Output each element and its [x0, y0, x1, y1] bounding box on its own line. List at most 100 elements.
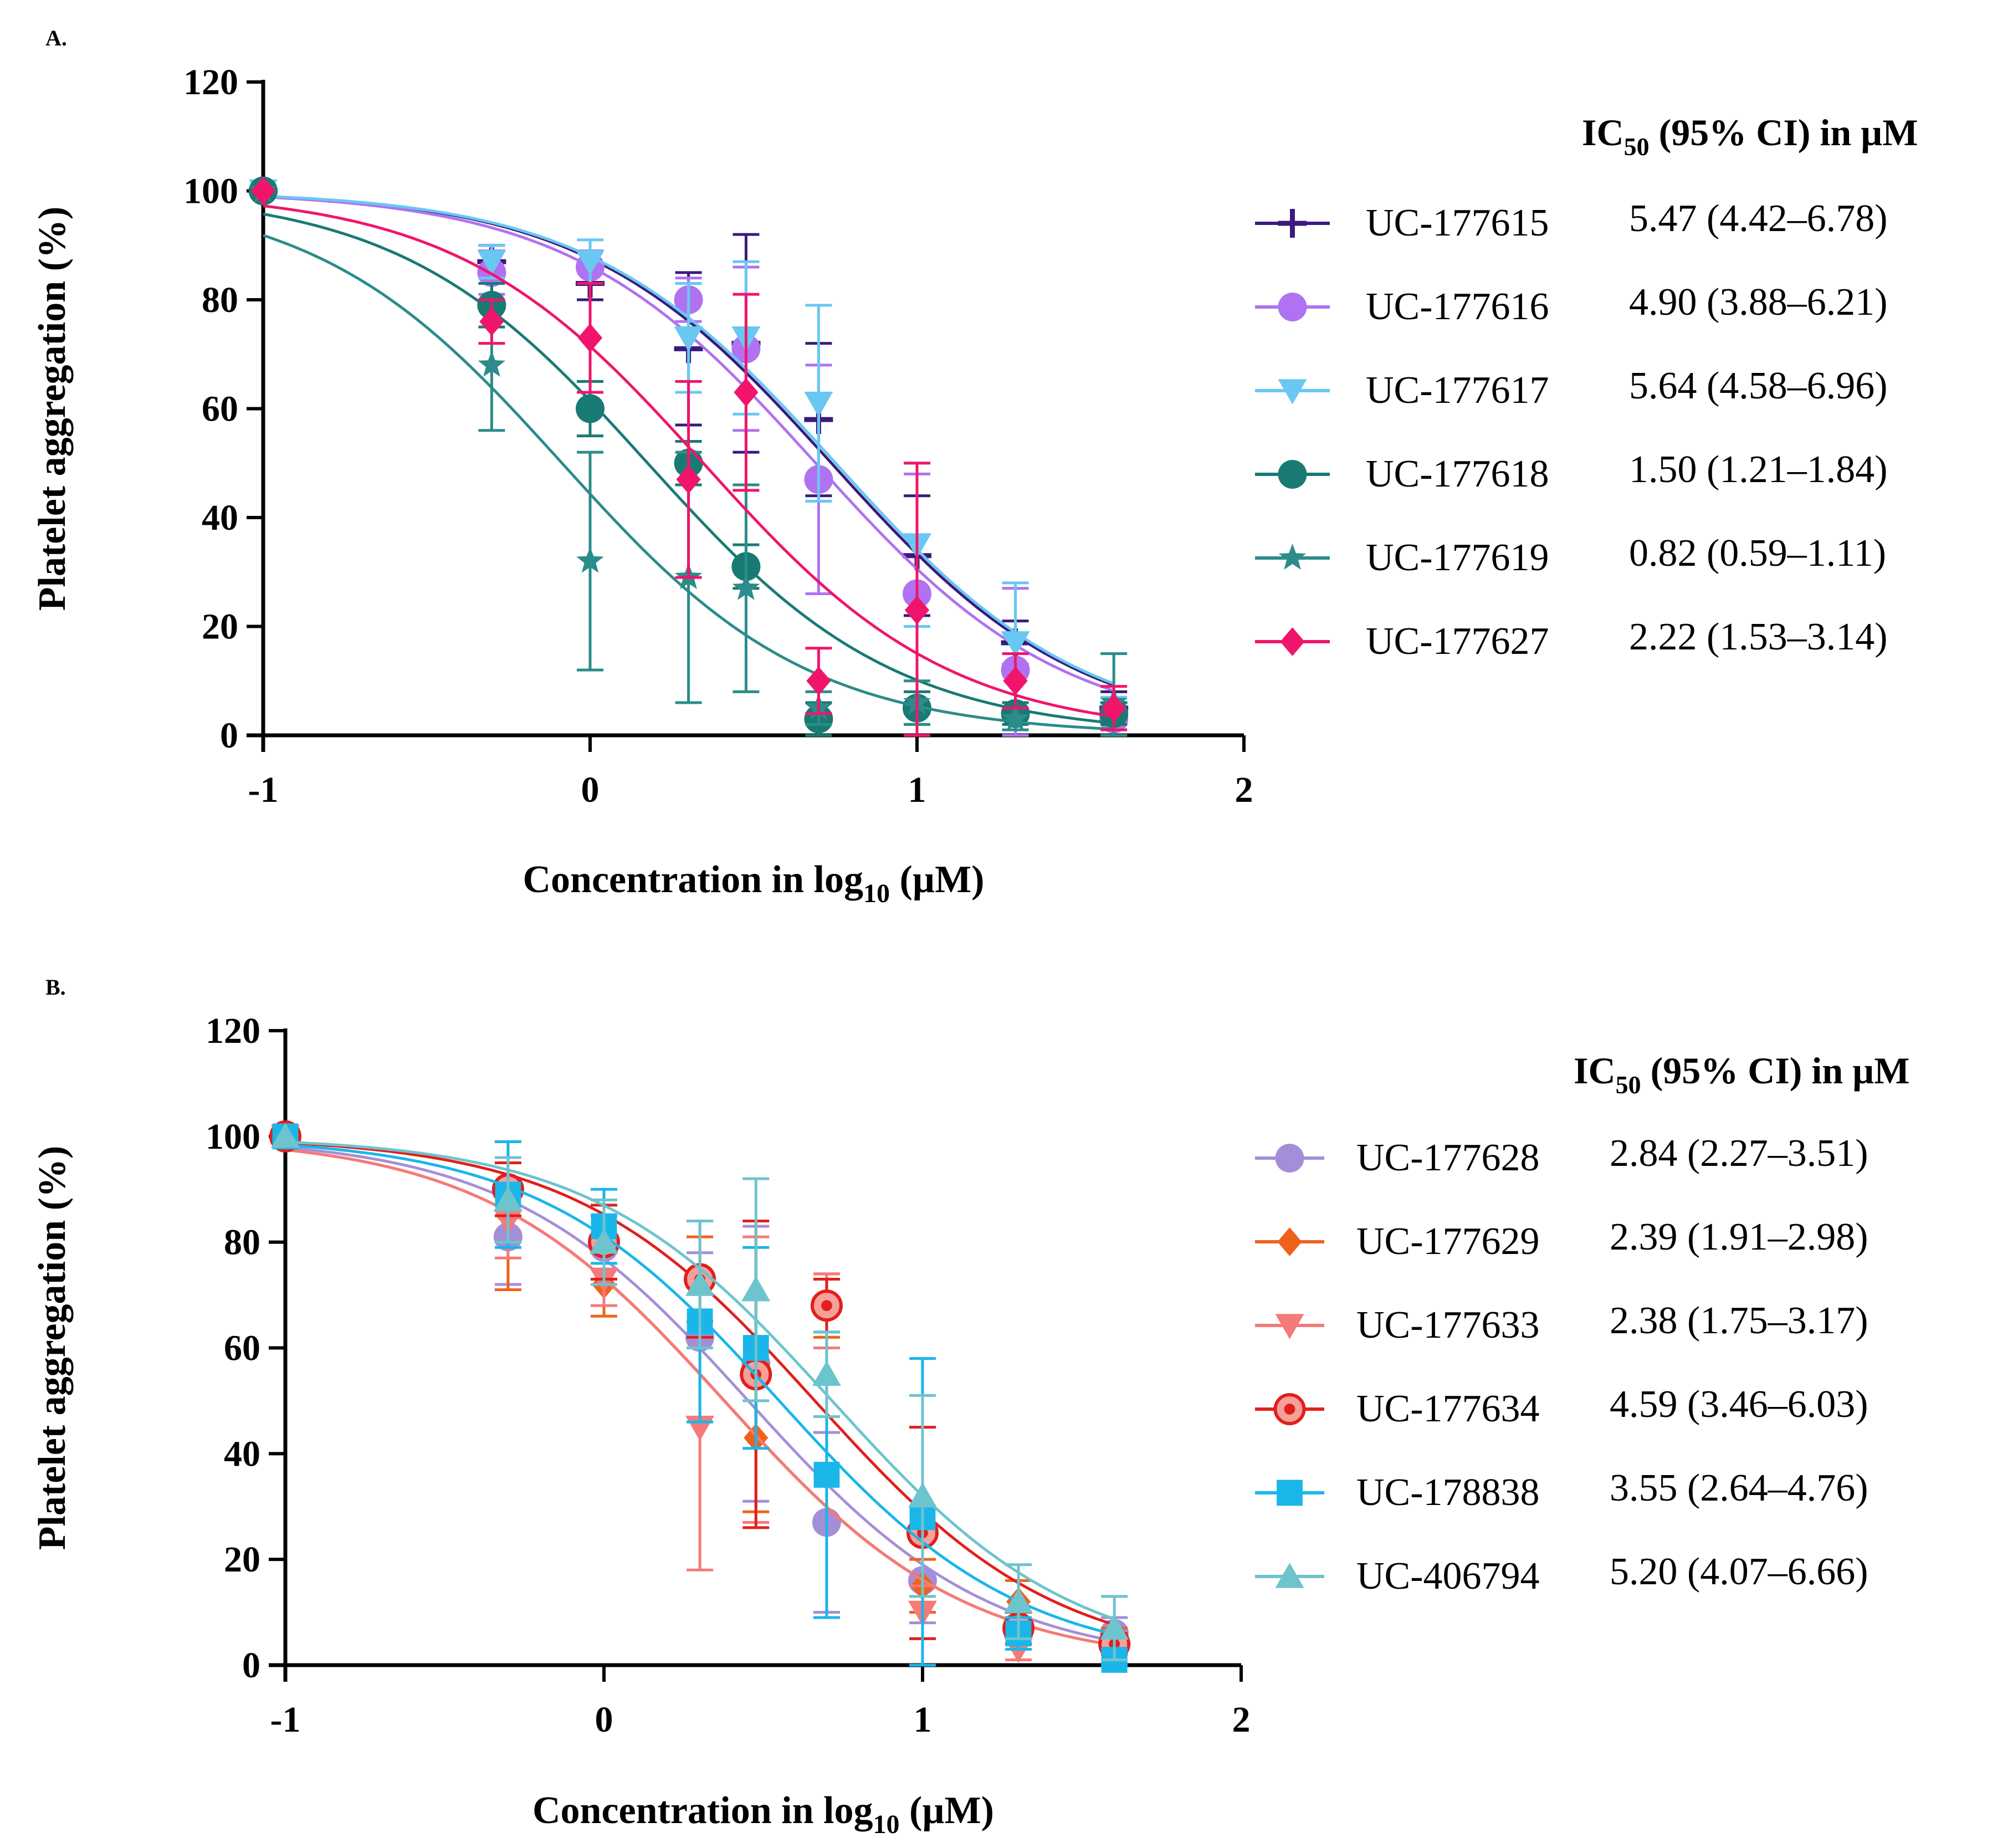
- data-point: [732, 574, 760, 600]
- legend-series-name: UC-177619: [1366, 536, 1549, 579]
- x-axis-title: Concentration in log10 (µM): [532, 1789, 994, 1839]
- data-point: [590, 1228, 618, 1254]
- y-tick-label: 60: [202, 389, 238, 429]
- data-point: [676, 465, 701, 494]
- x-tick-label: 0: [581, 770, 600, 810]
- data-point: [806, 666, 831, 695]
- panel-label: A.: [45, 25, 67, 50]
- legend-marker: [1280, 627, 1305, 656]
- x-tick-label: 1: [914, 1699, 932, 1740]
- legend-series-name: UC-177634: [1356, 1388, 1540, 1430]
- y-axis-title: Platelet aggregation (%): [31, 1146, 74, 1550]
- y-tick-label: 40: [224, 1434, 260, 1474]
- data-point: [734, 378, 759, 407]
- data-point: [1102, 693, 1126, 723]
- x-tick-label: 1: [908, 770, 926, 810]
- data-point: [812, 1360, 841, 1386]
- legend-series-name: UC-177629: [1356, 1220, 1540, 1263]
- data-point: [493, 1186, 523, 1212]
- legend-marker: [1277, 1480, 1303, 1506]
- y-tick-label: 0: [242, 1645, 260, 1686]
- data-point: [1100, 1614, 1129, 1640]
- x-tick-label: 0: [595, 1699, 613, 1740]
- legend-title: IC50 (95% CI) in µM: [1574, 1050, 1910, 1099]
- data-point: [1001, 704, 1029, 731]
- data-point: [478, 350, 506, 377]
- data-point: [804, 391, 833, 417]
- legend-ic50-value: 2.39 (1.91–2.98): [1610, 1216, 1868, 1258]
- data-point: [577, 323, 603, 352]
- x-axis-title: Concentration in log10 (µM): [523, 858, 985, 908]
- legend-series-name: UC-177633: [1356, 1304, 1540, 1347]
- legend-title: IC50 (95% CI) in µM: [1582, 111, 1918, 161]
- legend-series-name: UC-178838: [1356, 1471, 1540, 1514]
- series-UC-177627: UC-177627 2.22 (1.53–3.14): [250, 176, 1888, 737]
- legend-ic50-value: 2.84 (2.27–3.51): [1610, 1132, 1868, 1175]
- series-UC-177616: UC-177616 4.90 (3.88–6.21): [249, 176, 1888, 737]
- data-point: [250, 176, 276, 206]
- legend-marker: [1278, 293, 1307, 321]
- data-point: [576, 394, 605, 423]
- data-point: [685, 1271, 715, 1296]
- y-tick-label: 100: [206, 1117, 260, 1157]
- legend-ic50-value: 5.20 (4.07–6.66): [1610, 1550, 1868, 1593]
- legend-ic50-value: 5.64 (4.58–6.96): [1629, 365, 1888, 407]
- legend-ic50-value: 3.55 (2.64–4.76): [1610, 1467, 1868, 1509]
- legend-series-name: UC-177627: [1366, 620, 1549, 663]
- y-tick-label: 80: [224, 1222, 260, 1263]
- x-tick-label: 2: [1235, 770, 1253, 810]
- y-tick-label: 120: [183, 62, 238, 103]
- data-point: [674, 326, 703, 352]
- legend-series-name: UC-406794: [1356, 1555, 1540, 1598]
- y-tick-label: 40: [202, 498, 238, 538]
- legend-ic50-value: 5.47 (4.42–6.78): [1629, 197, 1888, 240]
- data-point: [904, 596, 930, 625]
- x-tick-label: 2: [1232, 1699, 1251, 1740]
- data-point-center: [821, 1300, 832, 1312]
- y-axis-title: Platelet aggregation (%): [31, 207, 74, 611]
- legend-marker-center: [1284, 1404, 1295, 1415]
- legend-marker: [1275, 1314, 1304, 1339]
- series-UC-406794: UC-406794 5.20 (4.07–6.66): [271, 1123, 1868, 1661]
- data-point: [1001, 631, 1030, 657]
- data-point: [1003, 666, 1028, 695]
- y-tick-label: 80: [202, 280, 238, 320]
- legend-marker: [1275, 1563, 1304, 1588]
- panel-label: B.: [45, 975, 66, 1000]
- data-point: [813, 1462, 840, 1488]
- legend-series-name: UC-177616: [1366, 285, 1549, 328]
- legend-ic50-value: 2.38 (1.75–3.17): [1610, 1299, 1868, 1342]
- y-tick-label: 0: [220, 715, 238, 756]
- legend-ic50-value: 2.22 (1.53–3.14): [1629, 616, 1888, 658]
- legend-marker: [1278, 460, 1307, 489]
- y-tick-label: 100: [183, 171, 238, 212]
- legend-marker: [1278, 209, 1307, 238]
- legend-marker: [1277, 1227, 1302, 1256]
- series-UC-177617: UC-177617 5.64 (4.58–6.96): [249, 179, 1888, 731]
- legend-series-name: UC-177628: [1356, 1137, 1540, 1179]
- data-point: [741, 1276, 771, 1302]
- legend-series-name: UC-177618: [1366, 453, 1549, 495]
- data-point: [576, 250, 605, 275]
- data-point: [908, 1482, 937, 1508]
- y-tick-label: 60: [224, 1328, 260, 1369]
- x-tick-label: -1: [270, 1699, 301, 1740]
- legend-marker: [1275, 1144, 1304, 1173]
- y-tick-label: 20: [224, 1539, 260, 1580]
- legend-series-name: UC-177615: [1366, 202, 1549, 244]
- x-tick-label: -1: [248, 770, 279, 810]
- data-point: [576, 546, 604, 573]
- legend-ic50-value: 4.90 (3.88–6.21): [1629, 281, 1888, 324]
- legend-ic50-value: 1.50 (1.21–1.84): [1629, 448, 1888, 491]
- data-point: [477, 250, 506, 275]
- data-point: [271, 1123, 300, 1148]
- legend-marker: [1278, 544, 1307, 570]
- legend-ic50-value: 0.82 (0.59–1.11): [1629, 532, 1886, 575]
- data-point: [479, 307, 504, 336]
- legend-marker: [1278, 379, 1307, 405]
- data-point: [1004, 1588, 1033, 1614]
- y-tick-label: 20: [202, 607, 238, 647]
